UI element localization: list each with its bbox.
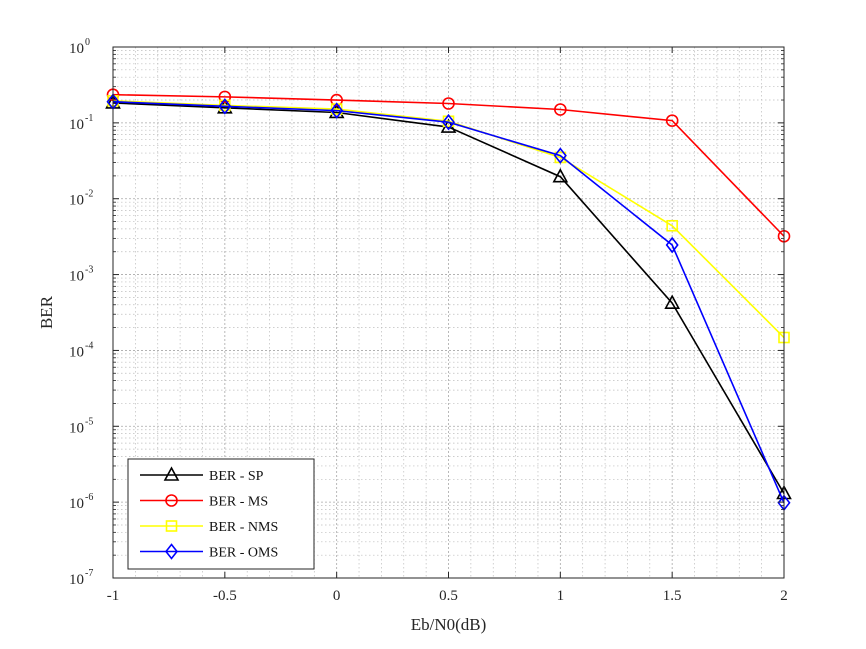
x-tick-label: 2 bbox=[780, 588, 788, 604]
legend-marker-ber-oms bbox=[164, 543, 179, 560]
axes-frame bbox=[112, 46, 785, 579]
y-axis-label: BER bbox=[37, 295, 56, 329]
x-tick-label: 0 bbox=[333, 588, 341, 604]
data-point-ber-oms bbox=[553, 147, 567, 164]
data-point-ber-oms bbox=[218, 98, 232, 115]
series-layer bbox=[105, 88, 792, 512]
legend-label-ber-ms: BER - MS bbox=[209, 495, 268, 510]
legend-marker-ber-ms bbox=[165, 494, 178, 507]
data-point-ber-ms bbox=[218, 90, 232, 104]
data-point-ber-oms bbox=[330, 102, 344, 119]
y-tick-label: 10-3 bbox=[69, 265, 93, 285]
y-tick-label: 10-6 bbox=[69, 492, 93, 512]
data-point-ber-sp bbox=[664, 294, 681, 309]
x-tick-label: -1 bbox=[107, 588, 120, 604]
y-tick-label: 10-5 bbox=[69, 416, 93, 436]
data-point-ber-ms bbox=[665, 114, 679, 127]
x-axis-label: Eb/N0(dB) bbox=[411, 615, 487, 634]
data-point-ber-oms bbox=[665, 236, 679, 254]
data-point-ber-ms bbox=[442, 97, 455, 110]
x-tick-label: 1 bbox=[557, 588, 565, 604]
x-tick-label: 0.5 bbox=[439, 588, 458, 604]
data-point-ber-ms bbox=[330, 93, 343, 107]
y-tick-labels: 100 10-1 10-2 10-3 10-4 10-5 10-6 10-7 bbox=[69, 37, 93, 588]
y-tick-label: 10-7 bbox=[69, 568, 93, 588]
y-tick-label: 10-4 bbox=[69, 340, 93, 360]
minor-grid bbox=[113, 47, 784, 578]
legend-label-ber-oms: BER - OMS bbox=[209, 546, 278, 561]
series-line-ber-nms bbox=[112, 100, 785, 339]
data-point-ber-nms bbox=[666, 219, 678, 232]
series-line-ber-sp bbox=[112, 102, 785, 494]
data-point-ber-oms bbox=[441, 113, 456, 131]
legend-label-ber-sp: BER - SP bbox=[209, 469, 264, 484]
series-line-ber-ms bbox=[112, 93, 785, 237]
legend: BER - SP BER - MS BER - NMS BER - OMS bbox=[127, 458, 315, 570]
series-line-ber-oms bbox=[112, 100, 785, 504]
y-tick-label: 10-1 bbox=[69, 113, 93, 133]
data-point-ber-ms bbox=[554, 103, 567, 116]
x-tick-labels: -1 -0.5 0 0.5 1 1.5 2 bbox=[107, 588, 788, 604]
legend-marker-ber-nms bbox=[165, 520, 178, 532]
legend-label-ber-nms: BER - NMS bbox=[209, 520, 278, 535]
legend-marker-ber-sp bbox=[163, 466, 180, 481]
legend-box bbox=[127, 458, 315, 570]
x-tick-label: 1.5 bbox=[663, 588, 682, 604]
data-point-ber-sp bbox=[552, 168, 569, 183]
y-tick-label: 10-2 bbox=[69, 189, 93, 209]
y-tick-label: 100 bbox=[69, 37, 90, 57]
x-tick-label: -0.5 bbox=[213, 588, 237, 604]
